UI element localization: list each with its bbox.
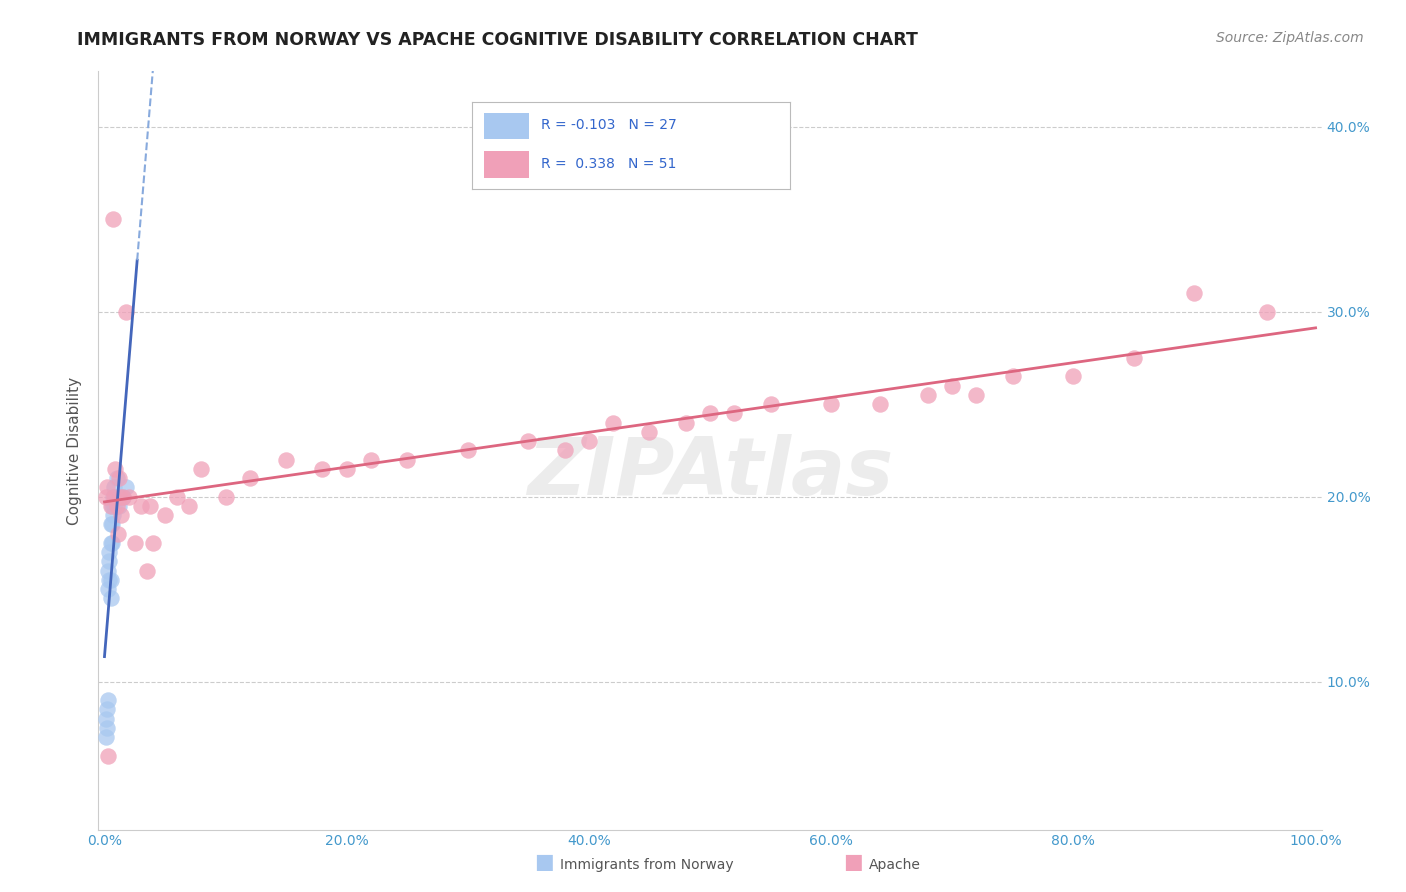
Point — [96, 702, 118, 716]
Point — [190, 462, 212, 476]
Text: Immigrants from Norway: Immigrants from Norway — [560, 858, 733, 872]
Text: Apache: Apache — [869, 858, 921, 872]
Point — [1122, 351, 1144, 365]
Point — [166, 490, 188, 504]
Point — [111, 490, 134, 504]
Point — [869, 397, 891, 411]
Point — [103, 499, 125, 513]
Point — [699, 407, 721, 421]
Point — [578, 434, 600, 449]
Point — [110, 490, 132, 504]
Point — [111, 490, 134, 504]
Point — [108, 471, 131, 485]
Point — [94, 712, 117, 726]
Text: ■: ■ — [534, 853, 554, 872]
Point — [638, 425, 661, 439]
Point — [517, 434, 540, 449]
Text: Source: ZipAtlas.com: Source: ZipAtlas.com — [1216, 31, 1364, 45]
Point — [124, 536, 146, 550]
Point — [110, 508, 132, 523]
Point — [98, 554, 121, 568]
Point — [311, 462, 333, 476]
Point — [360, 452, 382, 467]
Point — [1001, 369, 1024, 384]
Point — [457, 443, 479, 458]
Point — [100, 536, 122, 550]
Text: ■: ■ — [844, 853, 863, 872]
Point — [97, 582, 120, 596]
Point — [94, 730, 117, 744]
Point — [103, 490, 125, 504]
Point — [101, 508, 124, 523]
Point — [96, 480, 118, 494]
Point — [1256, 305, 1278, 319]
Point — [100, 517, 122, 532]
Point — [759, 397, 782, 411]
Point — [129, 499, 152, 513]
Point — [917, 388, 939, 402]
Point — [97, 748, 120, 763]
Text: IMMIGRANTS FROM NORWAY VS APACHE COGNITIVE DISABILITY CORRELATION CHART: IMMIGRANTS FROM NORWAY VS APACHE COGNITI… — [77, 31, 918, 49]
Point — [103, 480, 125, 494]
Point — [94, 490, 117, 504]
Point — [108, 499, 131, 513]
Text: ZIPAtlas: ZIPAtlas — [527, 434, 893, 512]
Point — [153, 508, 176, 523]
Point — [396, 452, 419, 467]
Point — [96, 721, 118, 735]
Point — [675, 416, 697, 430]
Point — [602, 416, 624, 430]
Point — [100, 517, 122, 532]
Point — [98, 545, 121, 559]
Point — [135, 564, 157, 578]
Point — [723, 407, 745, 421]
Point — [239, 471, 262, 485]
Point — [1184, 286, 1206, 301]
Point — [214, 490, 236, 504]
Point — [554, 443, 576, 458]
Point — [100, 499, 122, 513]
Point — [820, 397, 842, 411]
Point — [107, 490, 129, 504]
Point — [104, 490, 127, 504]
Point — [101, 212, 124, 227]
Point — [101, 490, 124, 504]
Point — [97, 564, 120, 578]
Point — [100, 536, 122, 550]
Point — [100, 499, 122, 513]
Point — [100, 573, 122, 587]
Point — [966, 388, 988, 402]
Point — [105, 471, 128, 485]
Point — [97, 693, 120, 707]
Point — [98, 573, 121, 587]
Point — [105, 499, 128, 513]
Point — [336, 462, 359, 476]
Point — [118, 490, 141, 504]
Point — [104, 462, 127, 476]
Point — [941, 378, 963, 392]
Point — [179, 499, 201, 513]
Point — [1062, 369, 1084, 384]
Point — [115, 305, 138, 319]
Point — [142, 536, 165, 550]
Y-axis label: Cognitive Disability: Cognitive Disability — [67, 376, 83, 524]
Point — [107, 526, 129, 541]
Point — [115, 480, 138, 494]
Point — [139, 499, 162, 513]
Point — [100, 591, 122, 606]
Point — [276, 452, 298, 467]
